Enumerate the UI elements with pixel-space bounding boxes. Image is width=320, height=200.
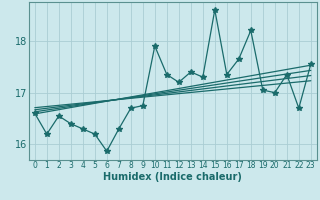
X-axis label: Humidex (Indice chaleur): Humidex (Indice chaleur) bbox=[103, 172, 242, 182]
